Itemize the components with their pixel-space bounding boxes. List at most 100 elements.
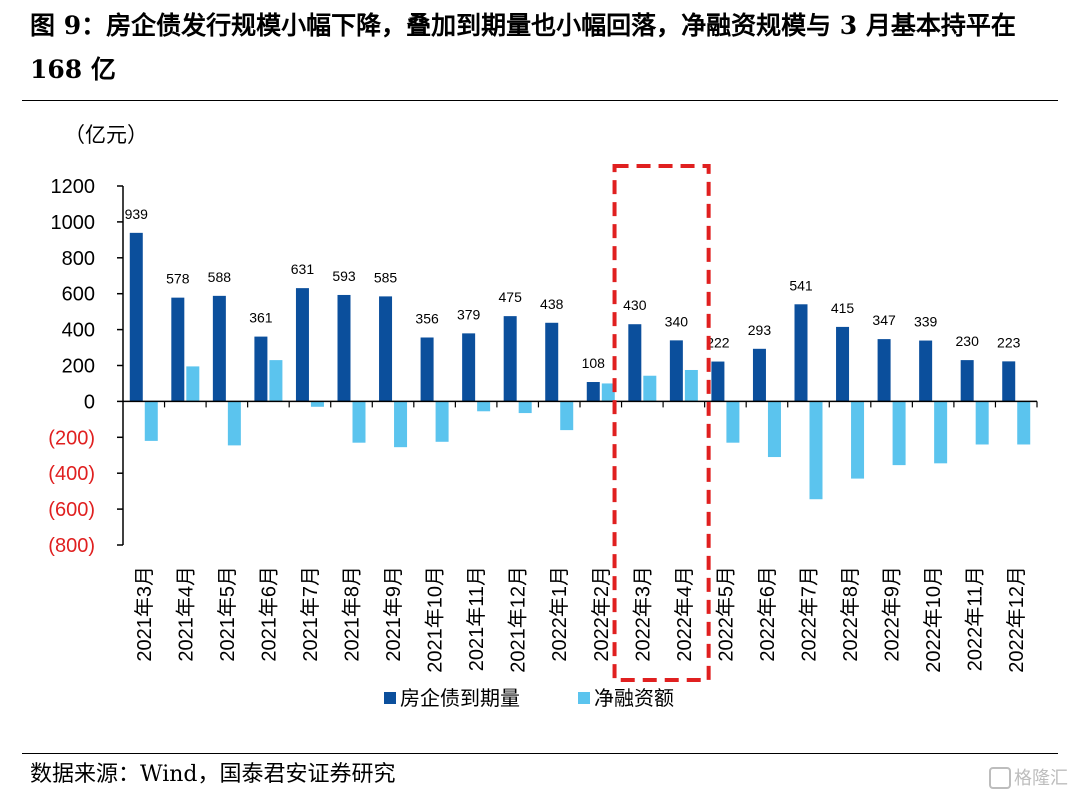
bar-maturity [254, 336, 268, 402]
x-category-label: 2022年11月 [964, 566, 987, 671]
bar-maturity [794, 304, 808, 402]
bar-maturity [752, 348, 766, 402]
data-label: 379 [457, 306, 481, 322]
x-category-label: 2021年7月 [299, 566, 322, 662]
bar-net-financing [186, 366, 200, 402]
bar-net-financing [560, 401, 574, 431]
source-note: 数据来源：Wind，国泰君安证券研究 [30, 762, 396, 787]
bar-net-financing [144, 401, 158, 441]
bar-maturity [212, 295, 226, 402]
data-label: 438 [540, 296, 564, 312]
bar-maturity [171, 297, 185, 402]
data-label: 340 [665, 313, 689, 329]
bar-net-financing [726, 401, 740, 443]
x-category-label: 2022年3月 [631, 566, 654, 662]
legend-swatch-maturity [384, 692, 396, 704]
data-label: 631 [291, 261, 315, 277]
x-category-label: 2021年10月 [424, 566, 447, 673]
x-category-label: 2021年5月 [216, 566, 239, 662]
y-unit-label: （亿元） [64, 123, 148, 147]
bar-net-financing [684, 369, 698, 402]
bar-maturity [628, 324, 642, 402]
y-tick-label: (600) [48, 499, 95, 521]
bar-maturity [379, 296, 393, 402]
data-label: 430 [623, 297, 647, 313]
x-category-label: 2022年8月 [839, 566, 862, 662]
data-label: 223 [997, 334, 1021, 350]
bar-net-financing [269, 360, 283, 402]
x-category-label: 2022年10月 [922, 566, 945, 673]
data-label: 339 [914, 314, 938, 330]
bar-net-financing [975, 401, 989, 445]
y-tick-label: 800 [62, 248, 95, 270]
bar-net-financing [767, 401, 781, 458]
x-category-label: 2022年4月 [673, 566, 696, 662]
bar-maturity [295, 288, 309, 402]
x-category-label: 2022年5月 [714, 566, 737, 662]
bar-net-financing [601, 383, 615, 402]
data-label: 361 [249, 310, 273, 326]
figure-title: 图 9：房企债发行规模小幅下降，叠加到期量也小幅回落，净融资规模与 3 月基本持… [30, 11, 1016, 84]
x-category-label: 2021年8月 [341, 566, 364, 662]
x-category-label: 2022年1月 [548, 566, 571, 662]
x-category-label: 2021年9月 [382, 566, 405, 662]
data-label: 293 [748, 322, 772, 338]
bar-maturity [545, 322, 559, 402]
title-rule [22, 100, 1058, 101]
bar-net-financing [892, 401, 906, 466]
data-label: 578 [166, 271, 190, 287]
y-tick-label: 1000 [51, 212, 96, 234]
watermark: 格隆汇 [989, 764, 1068, 790]
chart: （亿元） (800) (600) (400) (200) 0 200 400 600 800 10… [48, 123, 1038, 710]
x-category-label: 2021年11月 [465, 566, 488, 671]
bar-net-financing [934, 401, 948, 464]
bar-net-financing [394, 401, 408, 448]
data-label: 939 [125, 206, 149, 222]
bar-maturity [1002, 361, 1016, 402]
x-category-label: 2022年7月 [798, 566, 821, 662]
data-label: 593 [332, 268, 356, 284]
data-label: 222 [706, 335, 730, 351]
bar-net-financing [227, 401, 241, 446]
y-tick-label: 0 [84, 391, 95, 413]
x-category-label: 2022年2月 [590, 566, 613, 662]
y-tick-label: 400 [62, 320, 95, 342]
x-category-label: 2022年12月 [1005, 566, 1028, 673]
bar-maturity [836, 326, 850, 402]
x-category-label: 2021年6月 [257, 566, 280, 662]
data-label: 108 [582, 355, 606, 371]
legend-label-maturity: 房企债到期量 [400, 686, 520, 710]
data-label: 356 [415, 310, 439, 326]
data-label: 475 [499, 289, 523, 305]
x-category-label: 2021年3月 [133, 566, 156, 662]
bar-maturity [711, 361, 725, 402]
legend-swatch-net-financing [578, 692, 590, 704]
y-tick-label: (800) [48, 535, 95, 557]
bar-maturity [877, 339, 891, 402]
bar-net-financing [435, 401, 449, 442]
bar-net-financing [477, 401, 491, 412]
x-category-label: 2022年9月 [881, 566, 904, 662]
watermark-text: 格隆汇 [1014, 768, 1068, 789]
bar-maturity [919, 340, 933, 402]
bar-maturity [586, 382, 600, 402]
highlight-box [612, 164, 711, 682]
x-category-label: 2021年12月 [507, 566, 530, 673]
source-rule [22, 753, 1058, 754]
bar-net-financing [310, 401, 324, 407]
bar-maturity [420, 337, 434, 402]
bar-maturity [337, 294, 351, 402]
bar-net-financing [809, 401, 823, 500]
x-category-label: 2021年4月 [174, 566, 197, 662]
y-tick-label: 1200 [51, 176, 96, 198]
data-label: 347 [872, 312, 896, 328]
bar-net-financing [851, 401, 865, 479]
y-tick-label: (400) [48, 463, 95, 485]
x-category-label: 2022年6月 [756, 566, 779, 662]
y-tick-label: 200 [62, 356, 95, 378]
legend-label-net-financing: 净融资额 [594, 686, 674, 710]
bar-maturity [503, 316, 517, 402]
data-label: 230 [956, 333, 980, 349]
y-tick-label: (200) [48, 427, 95, 449]
data-label: 585 [374, 269, 398, 285]
